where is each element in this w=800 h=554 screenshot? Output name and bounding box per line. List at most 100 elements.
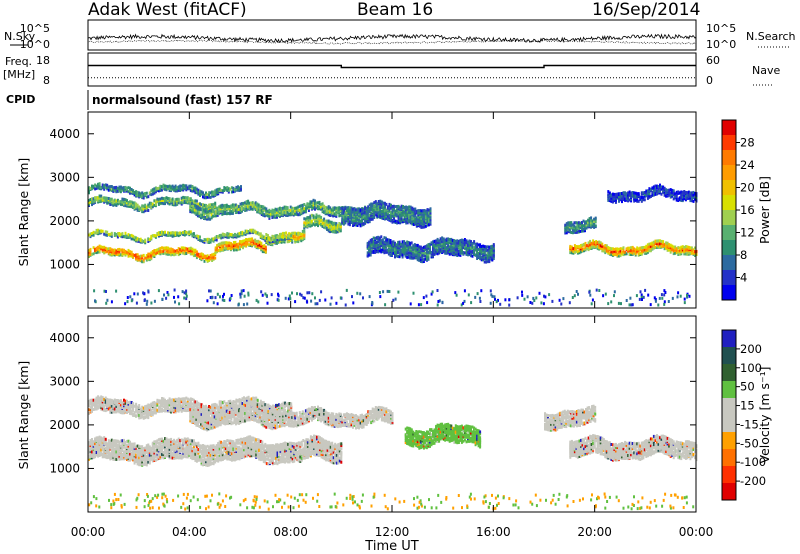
noise-panel-plot — [87, 33, 697, 45]
heatmap-cell — [133, 201, 136, 205]
heatmap-cell — [389, 253, 392, 257]
heatmap-cell — [106, 196, 109, 200]
heatmap-cell — [605, 244, 608, 248]
heatmap-cell — [445, 251, 448, 255]
heatmap-cell — [220, 233, 223, 237]
heatmap-cell — [273, 238, 276, 242]
heatmap-cell — [400, 250, 403, 254]
heatmap-cell — [320, 207, 323, 211]
heatmap-cell — [104, 230, 107, 234]
heatmap-cell — [88, 191, 90, 195]
heatmap-cell — [448, 247, 451, 251]
heatmap-cell — [314, 207, 316, 211]
heatmap-cell — [212, 192, 215, 196]
heatmap-cell — [309, 200, 312, 204]
heatmap-cell — [262, 235, 265, 239]
heatmap-cell — [335, 206, 338, 210]
heatmap-cell — [402, 213, 405, 217]
heatmap-cell — [135, 301, 138, 305]
heatmap-cell — [569, 249, 572, 253]
heatmap-cell — [298, 208, 301, 212]
heatmap-cell — [596, 245, 599, 249]
heatmap-cell — [238, 205, 240, 209]
heatmap-cell — [123, 248, 125, 252]
heatmap-cell — [377, 204, 380, 208]
heatmap-cell — [339, 296, 342, 300]
heatmap-cell — [260, 213, 263, 216]
heatmap-cell — [200, 252, 203, 256]
heatmap-cell — [393, 211, 395, 215]
heatmap-cell — [447, 237, 450, 241]
heatmap-cell — [309, 203, 312, 207]
heatmap-cell — [239, 242, 241, 246]
heatmap-cell — [402, 205, 405, 208]
heatmap-cell — [374, 250, 377, 254]
heatmap-cell — [327, 223, 330, 227]
heatmap-cell — [677, 249, 680, 253]
heatmap-cell — [418, 216, 421, 220]
heatmap-cell — [347, 217, 350, 221]
heatmap-cell — [476, 251, 479, 255]
heatmap-cell — [88, 233, 90, 237]
heatmap-cell — [132, 192, 135, 195]
heatmap-cell — [217, 189, 220, 193]
heatmap-cell — [254, 240, 257, 244]
heatmap-cell — [221, 206, 224, 210]
heatmap-cell — [448, 252, 451, 256]
heatmap-cell — [291, 206, 294, 210]
heatmap-cell — [228, 241, 231, 245]
heatmap-cell — [368, 220, 371, 224]
heatmap-cell — [358, 214, 361, 217]
heatmap-cell — [571, 223, 574, 227]
heatmap-cell — [677, 291, 680, 295]
heatmap-cell — [174, 252, 177, 256]
heatmap-cell — [230, 233, 233, 237]
heatmap-cell — [112, 248, 115, 252]
heatmap-cell — [678, 252, 681, 256]
heatmap-cell — [499, 302, 502, 306]
heatmap-cell — [663, 247, 666, 251]
heatmap-cell — [392, 298, 395, 302]
heatmap-cell — [657, 243, 660, 247]
heatmap-cell — [182, 188, 185, 192]
heatmap-cell — [310, 213, 313, 217]
heatmap-cell — [174, 233, 177, 237]
heatmap-cell — [222, 209, 225, 213]
heatmap-cell — [473, 251, 476, 255]
heatmap-cell — [196, 207, 199, 211]
heatmap-cell — [686, 193, 689, 197]
heatmap-cell — [403, 207, 406, 211]
heatmap-cell — [573, 248, 576, 252]
heatmap-cell — [171, 231, 174, 235]
heatmap-cell — [350, 215, 353, 219]
heatmap-cell — [523, 297, 526, 301]
heatmap-cell — [413, 250, 416, 254]
heatmap-cell — [228, 205, 231, 209]
nave-tick-bottom: 0 — [706, 74, 713, 87]
heatmap-cell — [156, 232, 159, 235]
heatmap-cell — [332, 221, 335, 225]
heatmap-cell — [394, 250, 396, 254]
heatmap-cell — [353, 212, 356, 216]
heatmap-cell — [107, 197, 110, 200]
heatmap-cell — [330, 296, 333, 300]
heatmap-cell — [588, 217, 591, 221]
heatmap-cell — [171, 248, 174, 252]
heatmap-cell — [408, 217, 411, 221]
heatmap-cell — [648, 192, 651, 196]
heatmap-cell — [595, 244, 598, 248]
heatmap-cell — [303, 229, 306, 233]
heatmap-cell — [192, 189, 195, 193]
heatmap-cell — [310, 219, 313, 223]
heatmap-cell — [400, 213, 403, 217]
heatmap-cell — [312, 200, 315, 204]
heatmap-cell — [641, 298, 643, 301]
heatmap-cell — [113, 200, 116, 204]
heatmap-cell — [246, 238, 249, 242]
heatmap-cell — [206, 213, 209, 217]
heatmap-cell — [335, 301, 338, 305]
heatmap-cell — [272, 235, 275, 239]
heatmap-cell — [361, 208, 364, 212]
heatmap-cell — [369, 253, 372, 257]
heatmap-cell — [649, 195, 652, 198]
